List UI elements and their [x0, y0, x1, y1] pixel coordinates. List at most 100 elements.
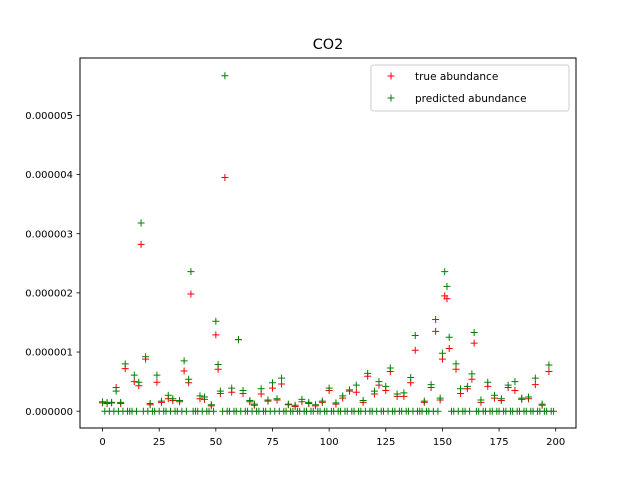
- data-point: [325, 384, 333, 392]
- data-point: [445, 344, 453, 352]
- data-point: [438, 349, 446, 357]
- data-point: [382, 382, 390, 390]
- y-tick-label: 0.000004: [25, 170, 73, 181]
- data-point: [466, 407, 474, 415]
- data-point: [298, 395, 306, 403]
- data-point: [386, 364, 394, 372]
- data-point: [112, 387, 120, 395]
- data-point: [221, 174, 229, 182]
- data-point: [484, 378, 492, 386]
- data-point: [457, 385, 465, 393]
- data-point: [318, 397, 326, 405]
- data-point: [291, 401, 299, 409]
- data-point: [538, 400, 546, 408]
- data-point: [434, 407, 442, 415]
- data-point: [352, 381, 360, 389]
- data-point: [187, 290, 195, 298]
- data-point: [477, 396, 485, 404]
- data-point: [246, 397, 254, 405]
- data-point: [182, 407, 190, 415]
- data-point: [545, 361, 553, 369]
- data-point: [153, 371, 161, 379]
- data-point: [216, 387, 224, 395]
- data-point: [201, 393, 209, 401]
- axes-frame: [79, 57, 577, 429]
- data-point: [164, 391, 172, 399]
- data-point: [214, 360, 222, 368]
- legend: true abundance predicted abundance: [370, 64, 570, 112]
- data-point: [420, 397, 428, 405]
- data-point: [504, 381, 512, 389]
- data-point: [176, 397, 184, 405]
- x-tick-label: 50: [209, 437, 222, 448]
- legend-marker: [387, 72, 395, 80]
- data-point: [407, 373, 415, 381]
- data-point: [400, 389, 408, 397]
- y-tick-label: 0.000002: [25, 288, 73, 299]
- legend-marker: [387, 94, 395, 102]
- data-point: [121, 360, 129, 368]
- data-point: [339, 392, 347, 400]
- data-point: [133, 407, 141, 415]
- data-point: [264, 396, 272, 404]
- data-point: [531, 374, 539, 382]
- data-point: [427, 381, 435, 389]
- data-point: [180, 357, 188, 365]
- data-point: [525, 393, 533, 401]
- chart-title: CO2: [313, 37, 344, 53]
- data-point: [497, 395, 505, 403]
- data-point: [443, 282, 451, 290]
- data-point: [146, 400, 154, 408]
- data-point: [187, 268, 195, 276]
- data-point: [468, 370, 476, 378]
- data-point: [393, 390, 401, 398]
- y-tick-label: 0.000001: [25, 348, 73, 359]
- data-point: [452, 360, 460, 368]
- data-point: [432, 315, 440, 323]
- data-point: [273, 395, 281, 403]
- data-point: [531, 381, 539, 389]
- data-point: [137, 219, 145, 227]
- data-point: [212, 331, 220, 339]
- data-point: [411, 331, 419, 339]
- y-tick-label: 0.000003: [25, 229, 73, 240]
- x-tick-label: 75: [266, 437, 279, 448]
- x-tick-label: 25: [153, 437, 166, 448]
- data-point: [491, 391, 499, 399]
- data-point: [359, 397, 367, 405]
- data-point: [157, 397, 165, 405]
- data-point: [432, 327, 440, 335]
- data-point: [185, 375, 193, 383]
- data-point: [117, 398, 125, 406]
- data-point: [137, 240, 145, 248]
- data-point: [332, 399, 340, 407]
- data-point: [470, 329, 478, 337]
- data-point: [130, 371, 138, 379]
- data-point: [411, 346, 419, 354]
- data-point: [210, 407, 218, 415]
- x-tick-label: 100: [320, 437, 339, 448]
- data-point: [221, 72, 229, 80]
- axes: 0 25 50 75 100 125 150 175 200 0.000000 0.000001 0.…: [25, 111, 565, 448]
- plot-area: [99, 72, 557, 415]
- data-point: [375, 378, 383, 386]
- data-point: [153, 378, 161, 386]
- data-point: [130, 378, 138, 386]
- series-2: [101, 407, 557, 415]
- x-tick-label: 0: [99, 437, 105, 448]
- data-point: [284, 400, 292, 408]
- data-point: [234, 336, 242, 344]
- data-point: [169, 395, 177, 403]
- data-point: [346, 386, 354, 394]
- data-point: [443, 295, 451, 303]
- x-tick-label: 125: [376, 437, 395, 448]
- data-point: [278, 380, 286, 388]
- data-point: [108, 398, 116, 406]
- data-point: [441, 268, 449, 276]
- x-tick-label: 175: [490, 437, 509, 448]
- data-point: [436, 394, 444, 402]
- data-point: [463, 382, 471, 390]
- data-point: [438, 355, 446, 363]
- data-point: [511, 378, 519, 386]
